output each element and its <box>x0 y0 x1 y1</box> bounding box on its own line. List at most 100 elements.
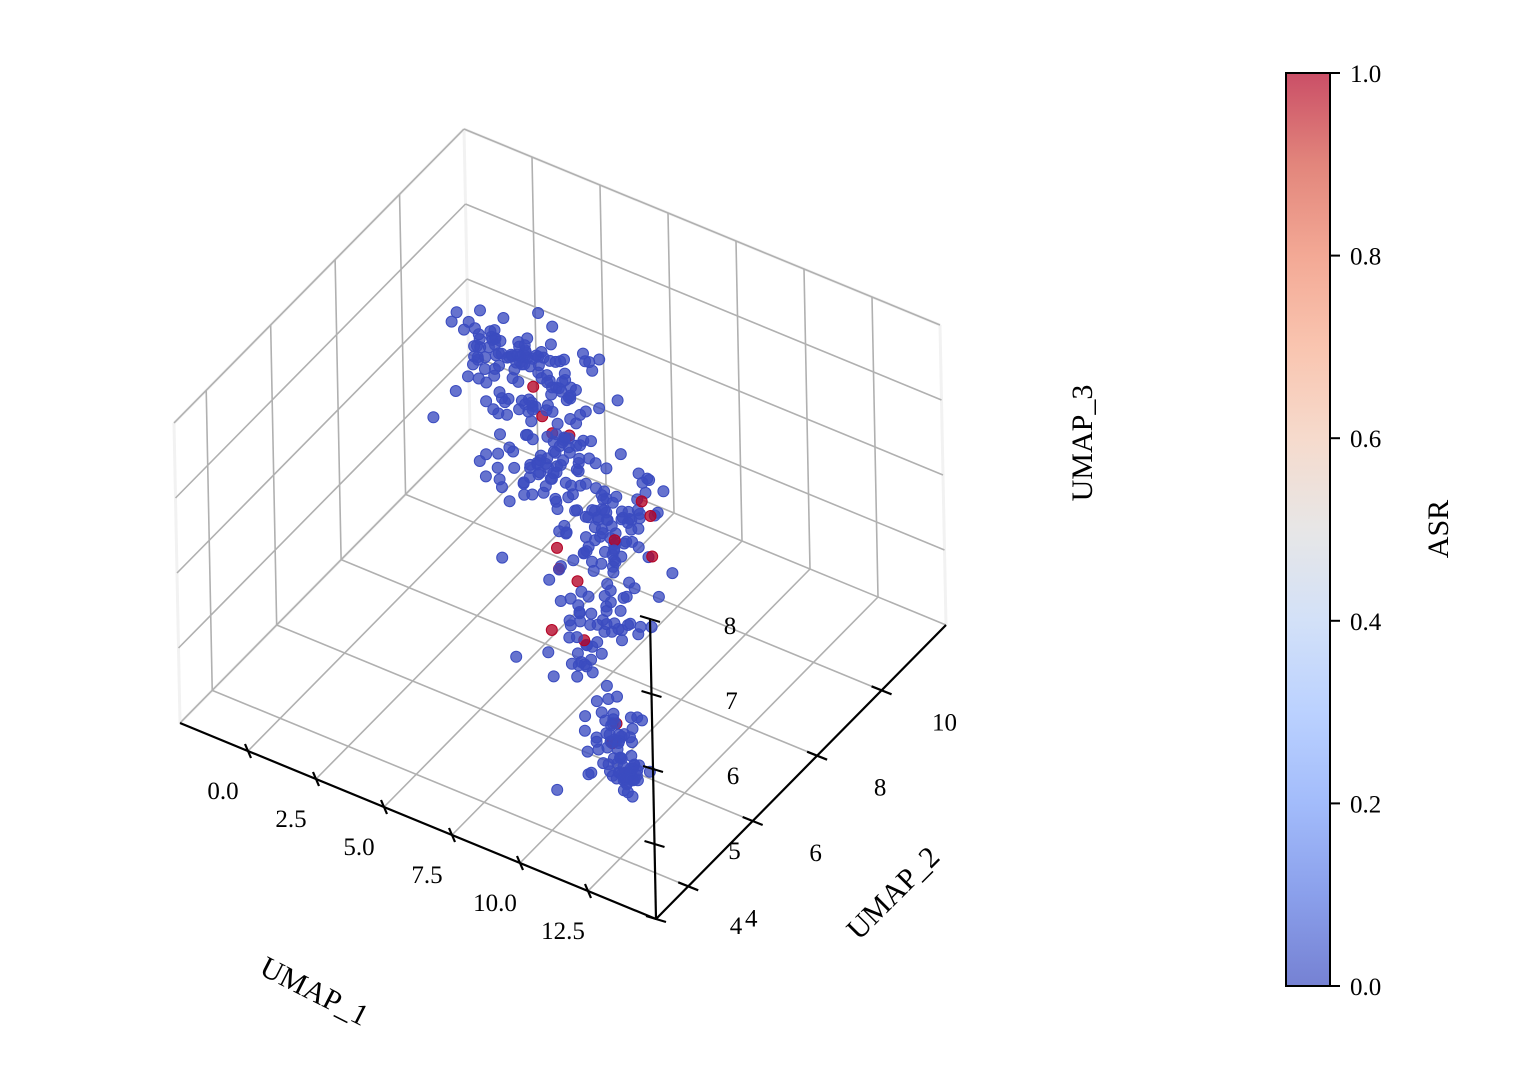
scatter-point <box>574 479 587 492</box>
scatter-point <box>620 590 633 603</box>
scatter-point <box>606 769 619 782</box>
scatter-point <box>600 600 613 613</box>
scatter-point <box>652 590 665 603</box>
gridline-z-left <box>179 428 471 724</box>
x-tick <box>311 771 321 787</box>
scatter-point <box>564 413 577 425</box>
x-axis-label: UMAP_1 <box>255 950 374 1032</box>
scatter-point <box>508 461 521 474</box>
scatter-point <box>510 650 523 663</box>
colorbar: 0.0 0.2 0.4 0.6 0.8 1.0 ASR <box>1285 61 1455 1001</box>
scatter-point <box>593 402 606 415</box>
scatter-point <box>501 408 513 421</box>
scatter-point <box>612 728 625 741</box>
scatter-point <box>591 636 604 649</box>
scatter-point <box>595 557 608 570</box>
gridline-y-floor <box>276 624 753 822</box>
scatter-point <box>644 510 657 522</box>
scatter-point <box>591 618 604 631</box>
scatter-point <box>553 563 566 576</box>
scatter-point <box>479 470 492 483</box>
scatter-3d-plot: 0.0 2.5 5.0 7.5 10.0 12.5 4 6 8 10 4 5 6 7 8 UMAP_1 UM… <box>172 127 1099 1033</box>
gridline-z-left <box>174 203 467 499</box>
scatter-point <box>534 449 547 462</box>
scatter-point <box>572 457 585 469</box>
y-tick-label: 10 <box>932 709 957 736</box>
scatter-point <box>542 646 555 659</box>
y-tick <box>677 881 699 892</box>
scatter-point <box>547 435 560 448</box>
colorbar-ticks: 0.0 0.2 0.4 0.6 0.8 1.0 <box>1330 61 1382 1001</box>
scatter-point <box>595 489 608 502</box>
scatter-point <box>494 428 506 441</box>
colorbar-tick-label: 0.4 <box>1350 609 1382 636</box>
scatter-point <box>567 554 580 567</box>
z-axis-label: UMAP_3 <box>1066 385 1099 502</box>
z-tick <box>644 839 665 849</box>
scatter-point <box>449 385 462 397</box>
colorbar-tick-label: 1.0 <box>1350 61 1381 88</box>
x-tick-label: 7.5 <box>411 862 442 889</box>
gridline-z-back <box>466 278 944 476</box>
gridline-z-left <box>173 128 465 424</box>
scatter-point <box>550 495 563 508</box>
scatter-point <box>532 307 545 319</box>
scatter-point <box>574 408 587 421</box>
scatter-point <box>542 461 555 474</box>
scatter-point <box>544 338 557 351</box>
scatter-point <box>574 439 587 452</box>
scatter-point <box>487 403 500 416</box>
scatter-point <box>608 534 621 547</box>
z-tick <box>645 914 667 924</box>
scatter-point <box>616 634 628 647</box>
scatter-point <box>611 394 624 407</box>
scatter-point <box>585 607 598 620</box>
scatter-point <box>551 541 563 554</box>
x-tick <box>583 883 593 899</box>
scatter-point <box>497 312 510 324</box>
scatter-point <box>666 567 679 580</box>
scatter-point <box>532 359 545 372</box>
x-tick <box>515 855 525 871</box>
scatter-point <box>474 304 486 317</box>
scatter-point <box>583 452 596 465</box>
scatter-point <box>607 713 620 726</box>
colorbar-label: ASR <box>1422 500 1455 558</box>
scatter-point <box>614 448 627 461</box>
scatter-point <box>632 467 645 480</box>
gridline-x-floor <box>519 568 811 864</box>
scatter-point <box>554 459 567 471</box>
y-tick-label: 4 <box>745 905 758 932</box>
scatter-point <box>646 550 659 563</box>
scatter-point <box>592 513 605 526</box>
y-axis-label: UMAP_2 <box>840 840 946 946</box>
z-tick-label: 5 <box>728 838 741 865</box>
gridline-x-floor <box>451 540 743 836</box>
scatter-point <box>546 381 558 394</box>
scatter-point <box>609 556 622 569</box>
y-tick <box>806 750 828 761</box>
x-tick <box>379 799 389 815</box>
gridline-x-floor <box>247 456 539 752</box>
scatter-point <box>510 356 523 369</box>
scatter-point <box>521 428 534 441</box>
scatter-point <box>525 415 538 428</box>
gridline-z-left <box>176 278 468 574</box>
scatter-point <box>496 392 508 405</box>
scatter-point <box>616 511 629 524</box>
scatter-point <box>526 488 539 501</box>
y-tick-label: 6 <box>809 840 822 867</box>
scatter-point <box>578 658 591 671</box>
colorbar-gradient <box>1285 72 1331 987</box>
scatter-point <box>478 363 491 375</box>
scatter-point <box>569 384 582 396</box>
scatter-point <box>636 714 648 727</box>
y-tick-label: 8 <box>874 775 887 802</box>
scatter-point <box>631 764 644 777</box>
scatter-point <box>489 332 502 345</box>
scatter-point <box>503 495 516 508</box>
scatter-point <box>590 695 603 708</box>
scatter-point <box>580 531 592 544</box>
scatter-point <box>507 445 520 458</box>
scatter-point <box>614 604 627 617</box>
